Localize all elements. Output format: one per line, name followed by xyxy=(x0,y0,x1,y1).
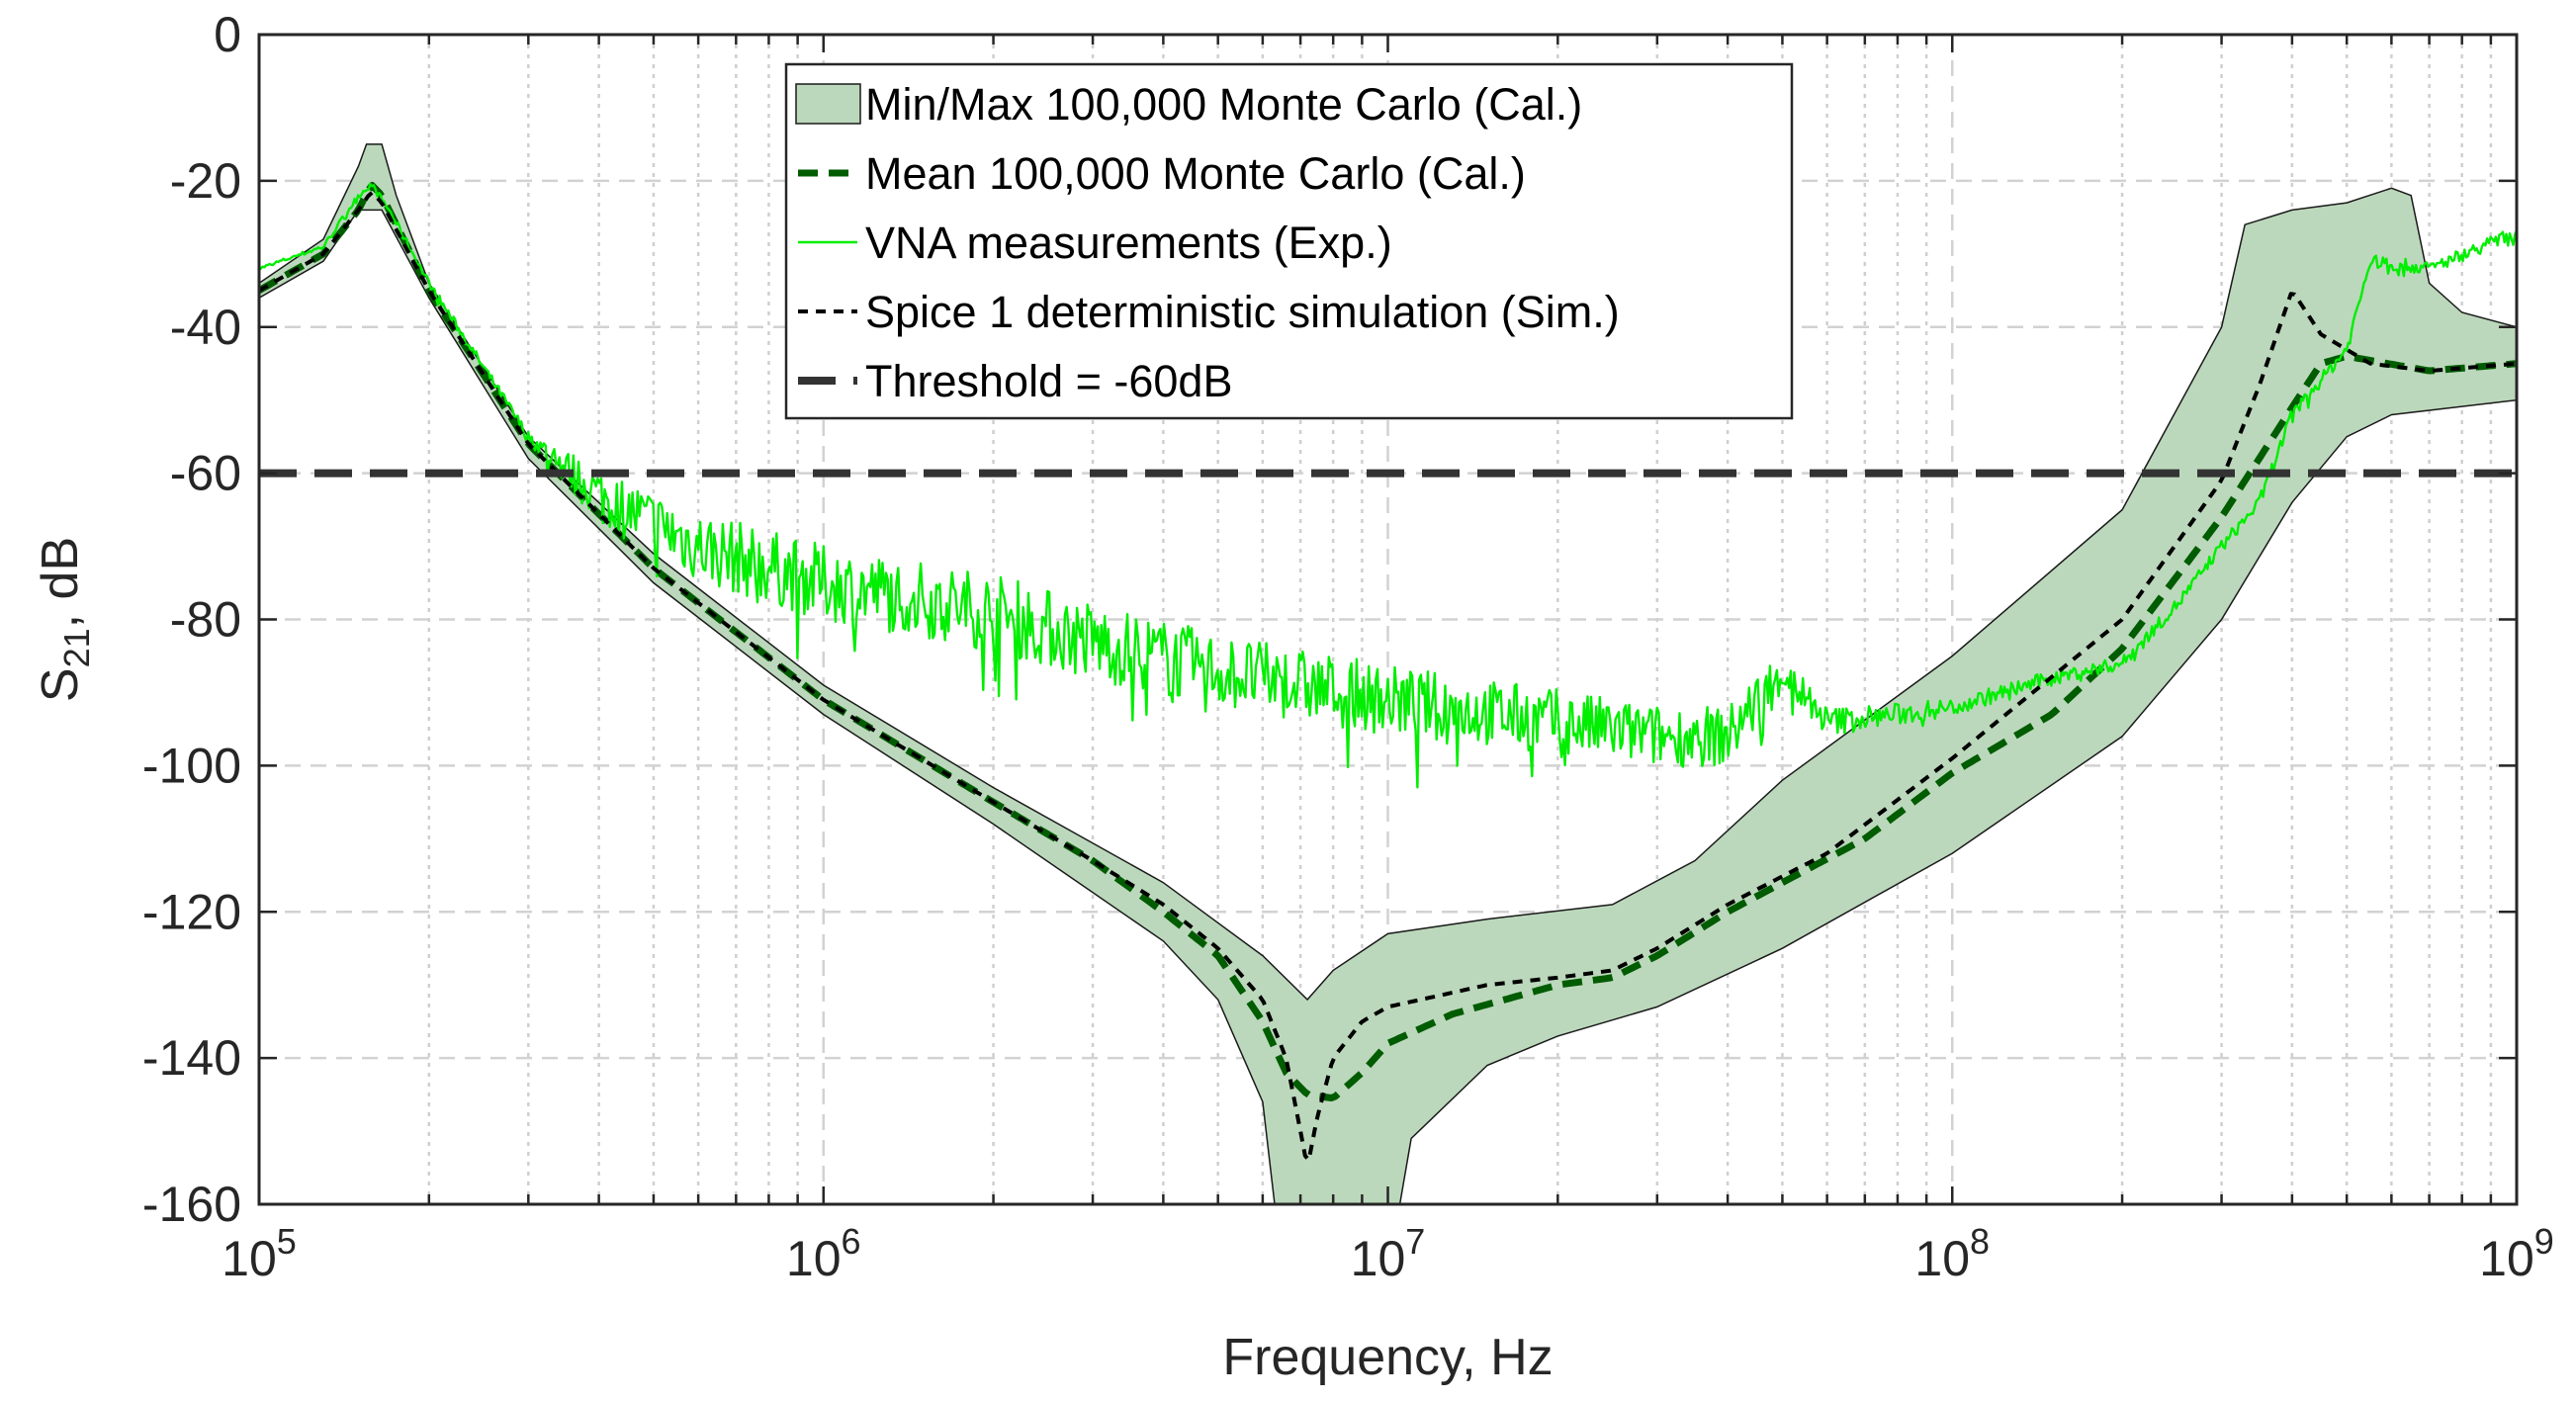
legend-label: Min/Max 100,000 Monte Carlo (Cal.) xyxy=(865,79,1582,130)
x-tick-label: 107 xyxy=(1351,1221,1426,1286)
y-tick-labels: 0 -20 -40 -60 -80 -100 -120 -140 -160 xyxy=(142,7,241,1232)
y-tick-label: -60 xyxy=(170,446,241,501)
axis-ticks xyxy=(257,33,2519,1206)
y-tick-label: -160 xyxy=(142,1177,241,1232)
spice-simulation-line xyxy=(259,190,2517,1163)
legend-item: Threshold = -60dB xyxy=(798,356,1232,406)
plot-area xyxy=(259,143,2517,1204)
y-tick-label: 0 xyxy=(214,7,241,62)
legend-item: Min/Max 100,000 Monte Carlo (Cal.) xyxy=(795,79,1582,130)
x-axis-label: Frequency, Hz xyxy=(1222,1329,1553,1386)
legend-label: Mean 100,000 Monte Carlo (Cal.) xyxy=(865,148,1526,199)
legend-label: VNA measurements (Exp.) xyxy=(865,218,1392,268)
legend-label: Spice 1 deterministic simulation (Sim.) xyxy=(865,287,1620,337)
x-tick-label: 109 xyxy=(2479,1221,2554,1286)
y-tick-label: -120 xyxy=(142,884,241,939)
x-tick-label: 106 xyxy=(786,1221,861,1286)
mean-monte-carlo-line xyxy=(259,181,2517,1101)
y-axis-label-unit: , dB xyxy=(32,537,89,629)
y-tick-label: -80 xyxy=(170,592,241,648)
x-tick-label: 108 xyxy=(1914,1221,1990,1286)
legend-swatch xyxy=(795,83,861,125)
legend: Min/Max 100,000 Monte Carlo (Cal.) Mean 1… xyxy=(784,62,1794,420)
y-axis-label: S21, dB xyxy=(32,537,97,702)
legend-item: VNA measurements (Exp.) xyxy=(798,218,1392,268)
legend-box xyxy=(784,62,1794,420)
y-tick-label: -140 xyxy=(142,1030,241,1086)
y-tick-label: -100 xyxy=(142,738,241,793)
legend-item: Mean 100,000 Monte Carlo (Cal.) xyxy=(798,148,1526,199)
y-axis-label-subscript: 21 xyxy=(56,628,97,667)
x-tick-label: 105 xyxy=(222,1221,297,1286)
y-tick-label: -20 xyxy=(170,153,241,209)
y-axis-label-main: S xyxy=(32,667,89,702)
y-tick-label: -40 xyxy=(170,300,241,355)
vna-measurement-line xyxy=(259,182,2517,789)
legend-label: Threshold = -60dB xyxy=(865,356,1232,406)
legend-item: Spice 1 deterministic simulation (Sim.) xyxy=(798,287,1620,337)
x-tick-labels: 105 106 107 108 109 xyxy=(222,1221,2554,1286)
